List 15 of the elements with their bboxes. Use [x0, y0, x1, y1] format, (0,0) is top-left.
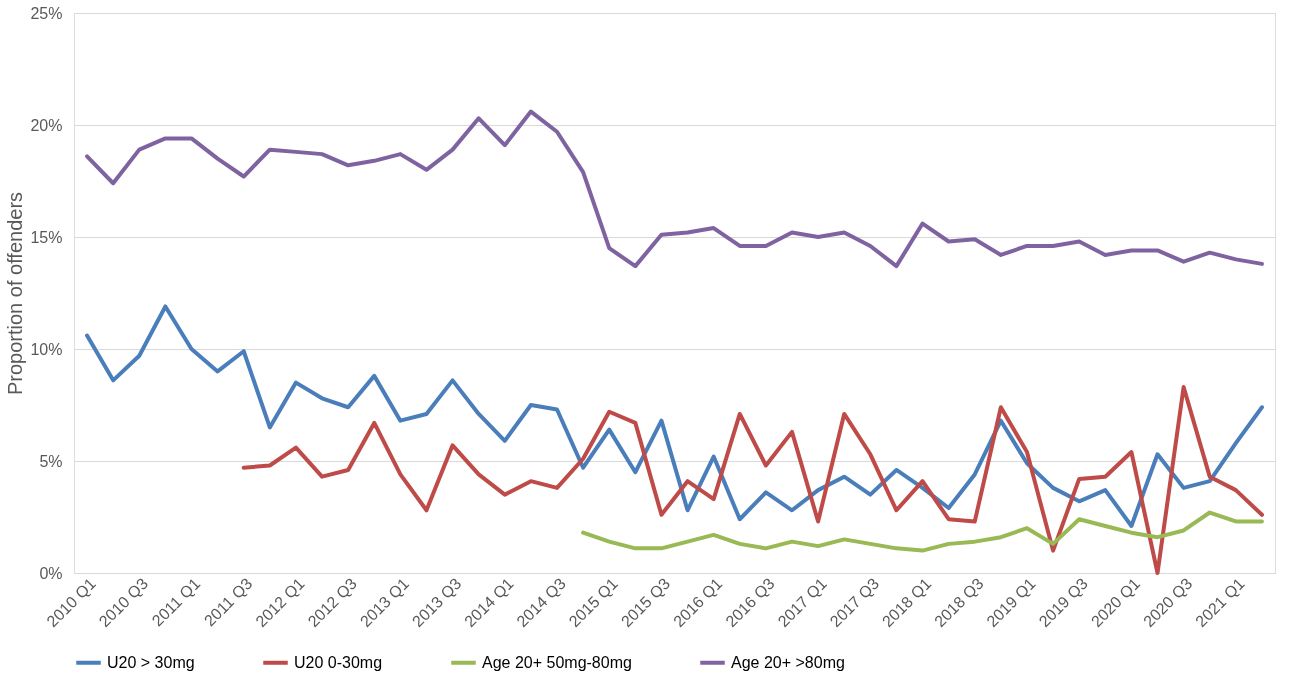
y-axis-title: Proportion of offenders	[4, 191, 27, 396]
y-tick-label: 15%	[30, 228, 63, 246]
line-series	[241, 385, 1264, 575]
y-tick-label: 5%	[39, 452, 63, 470]
line-series	[85, 109, 1264, 269]
legend-label: Age 20+ 50mg-80mg	[482, 653, 632, 671]
legend-label: U20 > 30mg	[107, 653, 195, 671]
y-tick-label: 25%	[30, 4, 63, 22]
line-series	[581, 510, 1264, 553]
y-tick-label: 10%	[30, 340, 63, 358]
line-series	[85, 304, 1264, 528]
y-tick-label: 0%	[39, 564, 63, 582]
y-tick-label: 20%	[30, 116, 63, 134]
legend-label: Age 20+ >80mg	[731, 653, 845, 671]
legend-label: U20 0-30mg	[294, 653, 383, 671]
